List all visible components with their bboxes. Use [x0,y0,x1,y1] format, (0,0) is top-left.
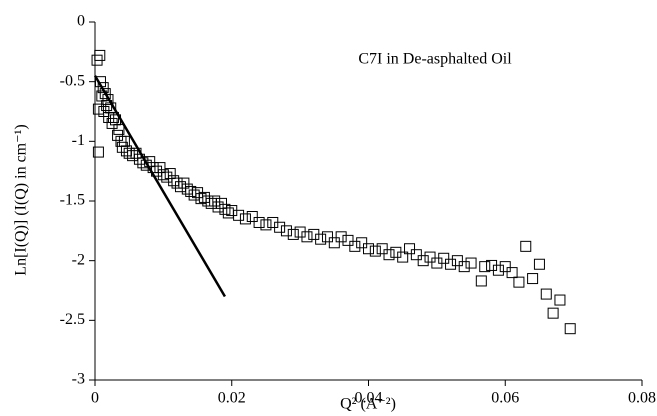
marker [349,240,361,252]
marker [540,288,552,300]
y-axis-label: Ln[I(Q)] (I(Q) in cm⁻¹) [13,124,30,275]
marker [499,261,511,273]
marker [492,264,504,276]
marker [369,245,381,257]
marker [212,201,224,213]
marker [127,150,139,162]
marker [506,267,518,279]
marker [185,185,197,197]
marker [280,225,292,237]
marker [410,249,422,261]
x-tick-label: 0 [91,390,99,407]
marker [376,243,388,255]
marker [451,255,463,267]
y-tick-label: -1.5 [60,192,85,209]
marker [301,231,313,243]
marker [479,261,491,273]
marker [342,234,354,246]
y-tick-label: 0 [77,13,85,30]
y-tick-label: -0.5 [60,72,85,89]
marker [445,258,457,270]
marker [328,237,340,249]
marker [287,228,299,240]
marker [253,216,265,228]
marker [404,243,416,255]
marker [321,231,333,243]
marker [178,177,190,189]
marker [188,189,200,201]
marker [239,213,251,225]
marker [527,273,539,285]
marker [113,123,125,135]
marker [123,147,135,159]
y-tick-label: -2 [72,251,85,268]
marker [106,117,118,129]
marker [520,240,532,252]
marker [116,141,128,153]
marker [564,323,576,335]
marker [118,135,130,147]
y-tick-label: -3 [72,371,85,388]
x-tick-label: 0.04 [355,390,383,407]
marker [181,183,193,195]
x-tick-label: 0.08 [628,390,656,407]
marker [513,276,525,288]
marker [92,146,104,158]
marker [168,175,180,187]
marker [161,171,173,183]
x-tick-label: 0.02 [218,390,246,407]
marker [209,195,221,207]
marker [140,159,152,171]
marker [260,219,272,231]
marker [246,211,258,223]
annotation: C7I in De-asphalted Oil [358,51,512,68]
marker [94,49,106,61]
marker [458,261,470,273]
marker [363,243,374,255]
marker [424,251,436,263]
marker [315,233,327,245]
x-axis-label: Q² (A⁻²) [340,396,396,413]
marker [219,203,231,215]
marker [164,168,176,180]
y-tick-label: -1 [72,132,85,149]
marker [222,207,234,219]
marker [438,252,450,264]
marker [102,94,114,106]
marker [215,197,227,209]
marker [171,177,183,189]
marker [157,169,169,181]
marker [356,237,368,249]
marker [202,195,214,207]
marker [233,209,245,221]
x-tick-label: 0.06 [491,390,519,407]
marker [97,82,109,94]
marker [112,129,124,141]
y-tick-label: -2.5 [60,311,85,328]
marker [554,294,566,306]
marker [417,255,429,267]
marker [475,275,487,287]
fit-line [93,75,226,298]
marker [335,231,347,243]
marker [383,249,395,261]
marker [205,197,217,209]
marker [174,181,186,193]
marker [533,258,545,270]
marker [99,88,111,100]
marker [154,162,166,174]
marker [465,257,477,269]
marker [397,251,409,263]
marker [547,307,559,319]
marker [274,221,286,233]
